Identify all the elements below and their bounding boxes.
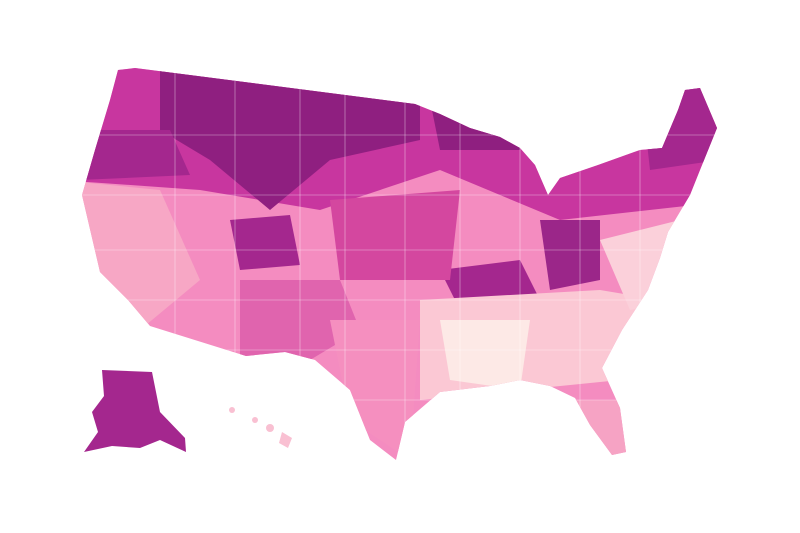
- hawaii: [229, 407, 292, 448]
- state-borders: [82, 68, 717, 460]
- contiguous-states: [82, 68, 717, 460]
- alaska: [84, 370, 186, 452]
